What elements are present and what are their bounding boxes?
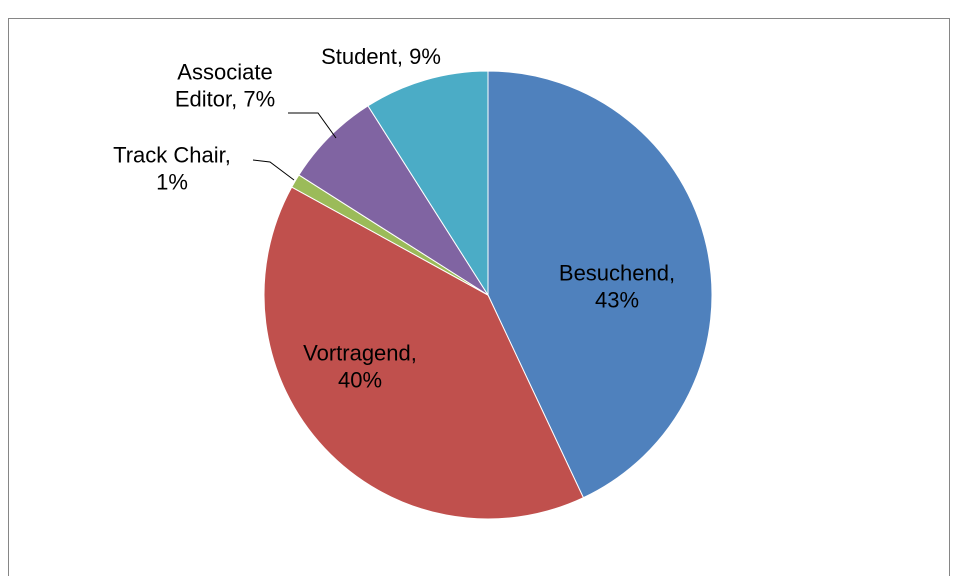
data-label: Vortragend, <box>303 340 417 365</box>
pie-slice <box>367 70 489 297</box>
pie-slice <box>487 70 713 499</box>
data-label: Editor, 7% <box>175 86 275 111</box>
leader-line <box>252 159 295 181</box>
data-label: 43% <box>595 287 639 312</box>
data-label: 1% <box>156 169 188 194</box>
data-label: Besuchend, <box>559 260 675 285</box>
data-label: Track Chair, <box>113 142 231 167</box>
data-label: Associate <box>177 59 272 84</box>
leader-line <box>288 112 337 139</box>
data-label: Student, 9% <box>321 44 441 69</box>
pie-slice <box>263 186 585 520</box>
data-label: 40% <box>338 367 382 392</box>
pie <box>263 70 713 520</box>
